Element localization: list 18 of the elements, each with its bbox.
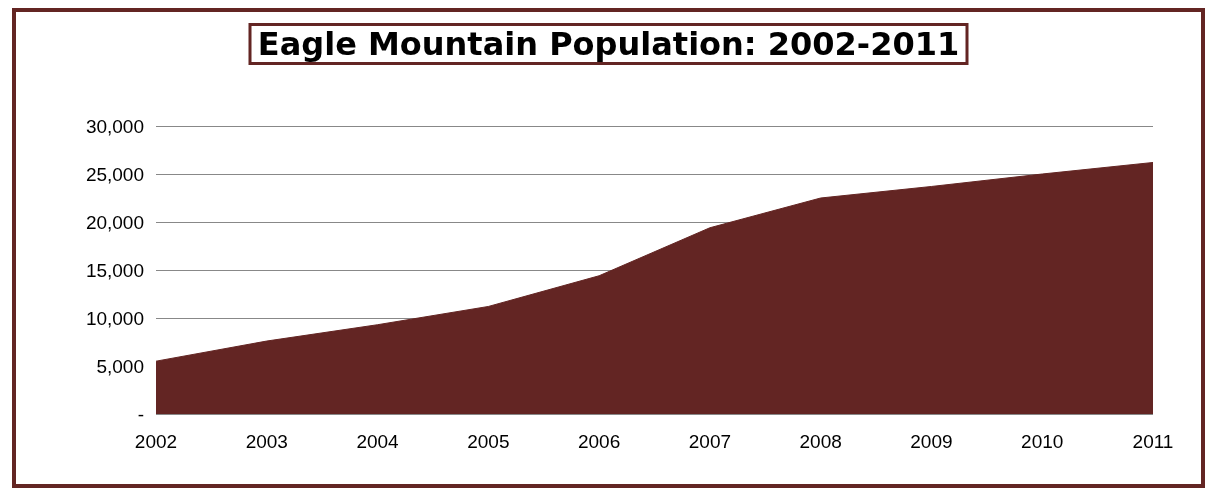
- y-tick-label: 15,000: [85, 259, 144, 281]
- x-tick-label: 2004: [356, 431, 400, 452]
- x-tick-label: 2011: [1132, 431, 1174, 452]
- x-tick-label: 2005: [467, 431, 510, 452]
- x-tick-label: 2002: [134, 431, 178, 452]
- x-tick-label: 2003: [245, 431, 288, 452]
- x-tick-label: 2007: [688, 431, 732, 452]
- x-tick-label: 2008: [799, 431, 842, 452]
- x-tick-label: 2010: [1021, 431, 1064, 452]
- x-tick-label: 2006: [577, 431, 621, 452]
- y-tick-label: 10,000: [85, 307, 144, 329]
- chart-title: Eagle Mountain Population: 2002-2011: [257, 25, 960, 63]
- y-tick-label: 25,000: [85, 163, 144, 185]
- y-tick-label: 20,000: [85, 211, 144, 233]
- y-tick-label: 30,000: [85, 115, 144, 137]
- x-tick-label: 2009: [910, 431, 953, 452]
- y-tick-label: 5,000: [96, 355, 144, 377]
- y-tick-label: -: [137, 403, 144, 425]
